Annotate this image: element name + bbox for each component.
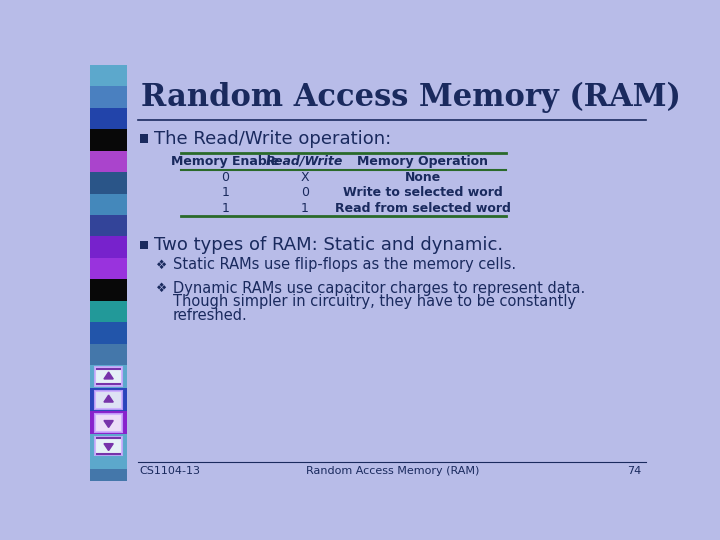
Text: X: X <box>300 171 309 184</box>
Polygon shape <box>104 395 113 402</box>
Text: 1: 1 <box>301 201 309 214</box>
Text: Read from selected word: Read from selected word <box>335 201 510 214</box>
Bar <box>90 469 127 484</box>
Bar <box>140 241 148 249</box>
Text: Static RAMs use flip-flops as the memory cells.: Static RAMs use flip-flops as the memory… <box>173 258 516 273</box>
Bar <box>90 151 127 172</box>
Bar <box>90 343 127 365</box>
Bar <box>90 279 127 301</box>
Bar <box>90 129 127 151</box>
Text: ❖: ❖ <box>156 281 167 295</box>
Bar <box>90 411 127 434</box>
Text: 0: 0 <box>221 171 229 184</box>
Polygon shape <box>104 421 113 428</box>
Bar <box>90 172 127 193</box>
FancyBboxPatch shape <box>96 414 122 432</box>
FancyBboxPatch shape <box>96 367 122 386</box>
Bar <box>90 215 127 237</box>
Bar <box>90 481 127 496</box>
Text: Memory Operation: Memory Operation <box>357 154 488 167</box>
Text: 74: 74 <box>628 467 642 476</box>
Bar <box>90 193 127 215</box>
Text: Though simpler in circuitry, they have to be constantly: Though simpler in circuitry, they have t… <box>173 294 576 309</box>
FancyBboxPatch shape <box>96 437 122 455</box>
Bar <box>90 388 127 411</box>
Text: The Read/Write operation:: The Read/Write operation: <box>153 130 391 148</box>
Bar <box>90 107 127 129</box>
Text: Two types of RAM: Static and dynamic.: Two types of RAM: Static and dynamic. <box>153 236 503 254</box>
FancyBboxPatch shape <box>96 390 122 409</box>
Text: 1: 1 <box>221 186 229 199</box>
Text: CS1104-13: CS1104-13 <box>140 467 201 476</box>
Bar <box>90 65 127 86</box>
Bar <box>140 134 148 143</box>
Bar <box>90 86 127 107</box>
Text: Random Access Memory (RAM): Random Access Memory (RAM) <box>141 82 681 113</box>
Text: Random Access Memory (RAM): Random Access Memory (RAM) <box>305 467 479 476</box>
Text: 0: 0 <box>301 186 309 199</box>
Bar <box>90 365 127 388</box>
Bar <box>90 322 127 343</box>
Text: Dynamic RAMs use capacitor charges to represent data.: Dynamic RAMs use capacitor charges to re… <box>173 281 585 295</box>
Text: 1: 1 <box>221 201 229 214</box>
Bar <box>90 237 127 258</box>
Polygon shape <box>104 372 113 379</box>
Text: ❖: ❖ <box>156 259 167 272</box>
Bar <box>90 301 127 322</box>
Polygon shape <box>104 444 113 450</box>
Bar <box>90 258 127 279</box>
Text: refreshed.: refreshed. <box>173 308 248 323</box>
Text: Write to selected word: Write to selected word <box>343 186 503 199</box>
Text: None: None <box>405 171 441 184</box>
Text: Read/Write: Read/Write <box>266 154 343 167</box>
Text: Memory Enable: Memory Enable <box>171 154 279 167</box>
Bar <box>90 434 127 457</box>
Bar <box>90 457 127 473</box>
